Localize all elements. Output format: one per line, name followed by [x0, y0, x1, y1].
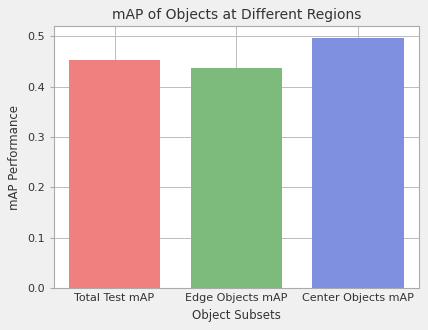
- Title: mAP of Objects at Different Regions: mAP of Objects at Different Regions: [112, 8, 361, 22]
- Y-axis label: mAP Performance: mAP Performance: [8, 105, 21, 210]
- Bar: [190, 68, 282, 288]
- X-axis label: Object Subsets: Object Subsets: [192, 309, 281, 322]
- Bar: [312, 38, 404, 288]
- Bar: [69, 60, 160, 288]
